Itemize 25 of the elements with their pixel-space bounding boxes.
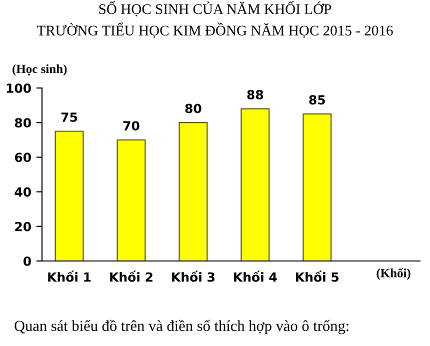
y-tick-label: 40 xyxy=(14,187,31,197)
y-tick-label: 0 xyxy=(23,256,31,266)
x-tick-label: Khối 5 xyxy=(296,270,339,282)
y-tick-label: 20 xyxy=(15,222,31,232)
x-tick-label: Khối 2 xyxy=(110,270,152,282)
bar xyxy=(54,130,84,261)
text: Quan sát biểu đồ trên và điền số thích hợp vào ô trống: xyxy=(14,320,348,334)
data-label: 85 xyxy=(309,95,325,105)
x-tick-label: Khối 1 xyxy=(48,270,91,282)
x-axis-title: (Khối) xyxy=(376,268,410,280)
x-tick-label: Khối 3 xyxy=(172,270,214,282)
y-tick-label: 80 xyxy=(14,118,31,128)
y-tick-label: 60 xyxy=(14,152,31,162)
bar xyxy=(116,139,146,261)
data-label: 75 xyxy=(61,112,78,122)
x-tick-label: Khối 4 xyxy=(234,270,277,282)
data-label: 80 xyxy=(185,104,202,114)
y-axis-title: (Học sinh) xyxy=(12,64,67,76)
bar xyxy=(178,122,208,261)
y-tick-label: 100 xyxy=(6,83,31,93)
data-label: 88 xyxy=(247,90,264,100)
bar xyxy=(240,108,270,261)
chart-title: SỐ HỌC SINH CỦA NĂM KHỐI LỚP TRƯỜNG TIỂU HỌC KIM ĐỒNG NĂM HỌC 2015 - 2016 xyxy=(36,1,393,38)
bar xyxy=(302,113,332,261)
data-label: 70 xyxy=(123,121,140,131)
